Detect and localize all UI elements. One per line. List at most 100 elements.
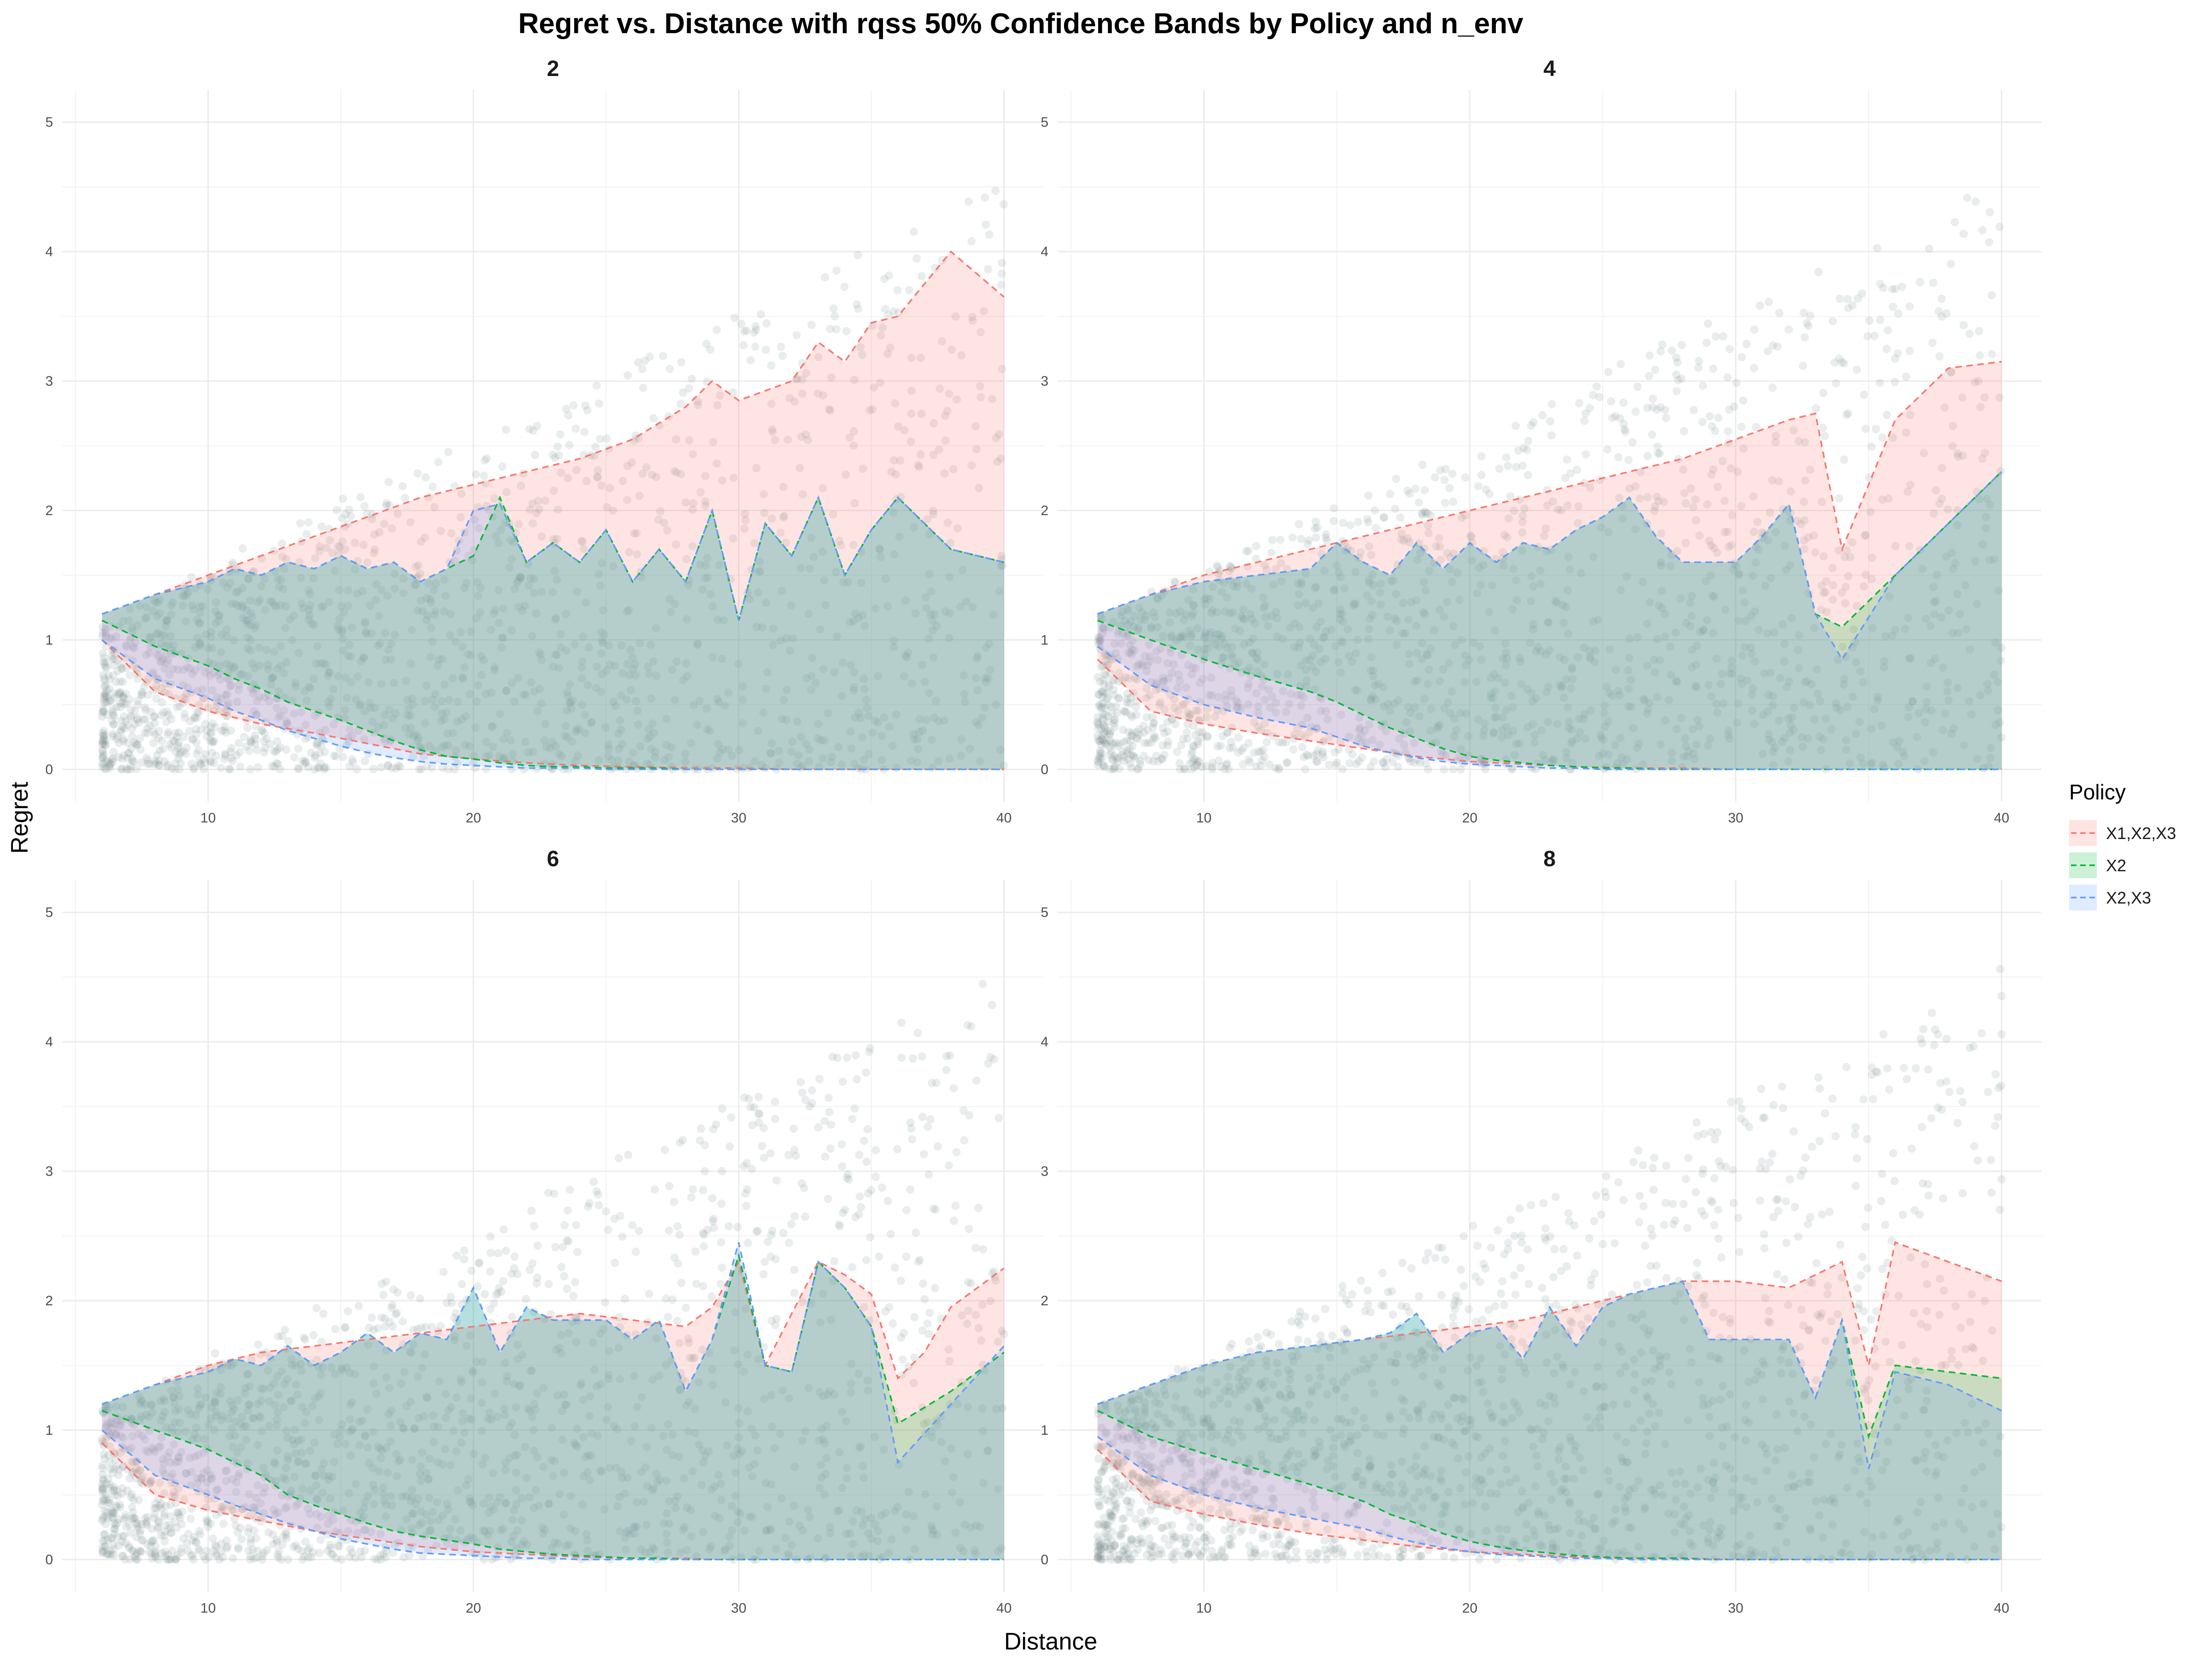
scatter-point	[211, 1349, 219, 1357]
scatter-point	[186, 717, 194, 725]
scatter-point	[130, 757, 138, 766]
scatter-point	[1259, 746, 1267, 754]
scatter-point	[1620, 420, 1628, 428]
scatter-point	[1803, 319, 1811, 328]
scatter-point	[563, 1237, 571, 1245]
scatter-point	[217, 764, 225, 772]
scatter-point	[1988, 350, 1996, 358]
scatter-point	[665, 1182, 673, 1190]
scatter-point	[1145, 756, 1153, 764]
scatter-point	[356, 493, 365, 501]
y-tick-label: 4	[1041, 244, 1048, 259]
scatter-point	[670, 1198, 678, 1206]
scatter-point	[925, 1330, 933, 1338]
scatter-point	[952, 1202, 960, 1210]
scatter-point	[1538, 411, 1547, 419]
scatter-point	[1709, 364, 1718, 373]
scatter-point	[920, 1295, 929, 1303]
scatter-point	[982, 221, 990, 229]
scatter-point	[1680, 427, 1688, 435]
scatter-point	[1275, 738, 1283, 746]
scatter-point	[1171, 578, 1179, 586]
scatter-point	[848, 1115, 857, 1123]
scatter-point	[1000, 200, 1008, 209]
scatter-point	[361, 757, 369, 765]
scatter-point	[602, 1207, 610, 1215]
scatter-point	[100, 654, 108, 662]
scatter-point	[1372, 524, 1380, 532]
y-tick-label: 3	[45, 1164, 53, 1179]
scatter-point	[687, 1193, 695, 1202]
scatter-point	[563, 1285, 571, 1293]
scatter-point	[1187, 751, 1195, 759]
scatter-point	[583, 406, 592, 414]
scatter-point	[141, 1514, 149, 1522]
scatter-point	[1737, 353, 1746, 361]
scatter-point	[1750, 364, 1758, 372]
scatter-point	[1865, 317, 1874, 325]
scatter-point	[396, 763, 404, 771]
scatter-point	[1445, 484, 1453, 493]
scatter-point	[747, 1165, 756, 1173]
scatter-point	[209, 1535, 217, 1543]
scatter-point	[487, 1249, 495, 1257]
scatter-point	[991, 187, 1000, 195]
scatter-point	[422, 473, 430, 481]
scatter-point	[1143, 739, 1152, 747]
scatter-point	[112, 703, 121, 711]
y-tick-label: 1	[45, 1423, 53, 1438]
scatter-point	[339, 495, 347, 503]
scatter-point	[510, 1264, 518, 1273]
scatter-point	[1621, 428, 1630, 436]
scatter-point	[924, 1123, 932, 1131]
scatter-point	[1842, 411, 1851, 419]
scatter-point	[1580, 417, 1588, 425]
scatter-point	[1229, 744, 1237, 752]
scatter-point	[304, 518, 312, 527]
scatter-point	[527, 1207, 535, 1215]
scatter-point	[910, 228, 918, 236]
scatter-point	[1867, 442, 1876, 451]
scatter-point	[718, 1104, 726, 1113]
scatter-point	[548, 451, 557, 459]
scatter-point	[634, 358, 642, 367]
scatter-point	[1672, 387, 1681, 395]
scatter-point	[1603, 446, 1612, 454]
scatter-point	[1739, 396, 1747, 405]
scatter-point	[965, 1225, 973, 1233]
scatter-point	[1158, 755, 1166, 763]
scatter-point	[1889, 303, 1897, 311]
scatter-point	[1418, 461, 1427, 469]
scatter-point	[959, 1106, 968, 1115]
scatter-point	[122, 1511, 130, 1519]
scatter-point	[234, 1544, 242, 1552]
scatter-point	[866, 1233, 874, 1241]
scatter-point	[231, 1521, 240, 1530]
scatter-point	[1223, 729, 1231, 737]
scatter-point	[99, 671, 107, 679]
y-tick-label: 0	[45, 762, 53, 777]
scatter-point	[486, 1268, 494, 1276]
scatter-point	[1929, 279, 1937, 287]
scatter-point	[1301, 765, 1309, 774]
scatter-point	[856, 1192, 864, 1201]
scatter-point	[128, 725, 136, 733]
scatter-point	[311, 751, 319, 760]
scatter-point	[998, 258, 1006, 267]
scatter-point	[1100, 676, 1108, 685]
scatter-point	[225, 765, 233, 773]
scatter-point	[133, 741, 141, 750]
scatter-point	[789, 1125, 798, 1133]
scatter-point	[931, 1205, 940, 1214]
scatter-point	[368, 1314, 376, 1322]
scatter-point	[884, 1197, 892, 1205]
scatter-point	[413, 470, 422, 478]
scatter-point	[1267, 549, 1276, 557]
scatter-point	[1800, 333, 1809, 341]
scatter-point	[222, 728, 230, 737]
scatter-point	[814, 1123, 823, 1132]
scatter-point	[1380, 514, 1388, 522]
scatter-point	[1963, 194, 1971, 202]
scatter-point	[1891, 378, 1899, 386]
scatter-point	[1189, 722, 1198, 730]
